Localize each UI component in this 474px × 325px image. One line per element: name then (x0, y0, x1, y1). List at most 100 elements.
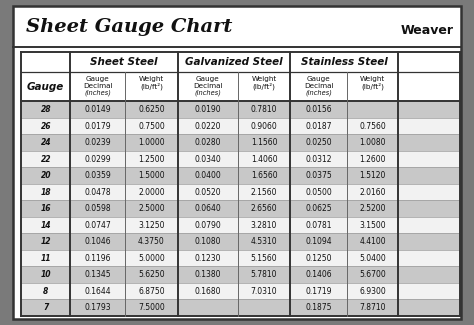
Text: 5.0000: 5.0000 (138, 254, 165, 263)
Text: 0.0220: 0.0220 (195, 122, 221, 131)
Text: 1.1560: 1.1560 (251, 138, 277, 147)
Text: (lb/ft²): (lb/ft²) (361, 83, 384, 90)
Text: 0.1875: 0.1875 (305, 303, 332, 312)
Text: 7.5000: 7.5000 (138, 303, 165, 312)
Bar (21, 266, 460, 283)
Bar (21, 101, 460, 118)
Text: 2.0000: 2.0000 (138, 188, 165, 197)
Text: 0.0156: 0.0156 (305, 105, 332, 114)
Text: 0.0500: 0.0500 (305, 188, 332, 197)
Bar (21, 52, 460, 101)
Text: (inches): (inches) (194, 90, 221, 96)
Text: 0.0340: 0.0340 (194, 155, 221, 164)
Text: 7.0310: 7.0310 (251, 287, 277, 296)
Text: 0.0179: 0.0179 (84, 122, 111, 131)
Text: 4.3750: 4.3750 (138, 237, 165, 246)
Text: 0.0187: 0.0187 (305, 122, 332, 131)
Bar (21, 217, 460, 233)
Text: (lb/ft²): (lb/ft²) (253, 83, 275, 90)
Text: (inches): (inches) (305, 90, 332, 96)
Text: 0.6250: 0.6250 (138, 105, 165, 114)
Text: 14: 14 (40, 221, 51, 230)
Text: 0.0400: 0.0400 (194, 171, 221, 180)
Text: Sheet Steel: Sheet Steel (90, 57, 158, 67)
Text: 0.1719: 0.1719 (305, 287, 332, 296)
Text: 0.1406: 0.1406 (305, 270, 332, 279)
Text: Weaver: Weaver (401, 24, 454, 37)
Text: 0.0149: 0.0149 (84, 105, 111, 114)
Text: (inches): (inches) (84, 90, 111, 96)
Text: 0.1080: 0.1080 (195, 237, 221, 246)
Text: 1.2600: 1.2600 (359, 155, 386, 164)
Text: 10: 10 (40, 270, 51, 279)
Text: 2.6560: 2.6560 (251, 204, 277, 213)
Bar (21, 201, 460, 217)
Text: 0.0747: 0.0747 (84, 221, 111, 230)
Text: 2.0160: 2.0160 (359, 188, 386, 197)
Text: Gauge: Gauge (307, 76, 330, 82)
Text: Weight: Weight (251, 76, 277, 82)
Text: Gauge: Gauge (86, 76, 109, 82)
Text: 0.1094: 0.1094 (305, 237, 332, 246)
Text: 0.0375: 0.0375 (305, 171, 332, 180)
Text: Stainless Steel: Stainless Steel (301, 57, 388, 67)
Text: 0.0359: 0.0359 (84, 171, 111, 180)
Text: 6.8750: 6.8750 (138, 287, 165, 296)
Text: 7.8710: 7.8710 (359, 303, 386, 312)
Text: Weight: Weight (360, 76, 385, 82)
Text: 0.0625: 0.0625 (305, 204, 332, 213)
Text: 8: 8 (43, 287, 48, 296)
Text: 3.1250: 3.1250 (138, 221, 164, 230)
Text: 28: 28 (40, 105, 51, 114)
Text: 0.1345: 0.1345 (84, 270, 111, 279)
Text: 18: 18 (40, 188, 51, 197)
Text: 0.0312: 0.0312 (305, 155, 332, 164)
Bar (21, 250, 460, 266)
Text: 0.7560: 0.7560 (359, 122, 386, 131)
Bar (21, 299, 460, 316)
Text: 2.5000: 2.5000 (138, 204, 165, 213)
Text: Decimal: Decimal (193, 83, 223, 89)
Text: Gauge: Gauge (196, 76, 220, 82)
Text: 1.0000: 1.0000 (138, 138, 165, 147)
Text: 5.1560: 5.1560 (251, 254, 277, 263)
Text: 2.1560: 2.1560 (251, 188, 277, 197)
Text: 0.1793: 0.1793 (84, 303, 111, 312)
Text: 5.7810: 5.7810 (251, 270, 277, 279)
Text: 1.5000: 1.5000 (138, 171, 165, 180)
Text: 0.1046: 0.1046 (84, 237, 111, 246)
Text: 24: 24 (40, 138, 51, 147)
Text: 2.5200: 2.5200 (359, 204, 386, 213)
Text: 6.9300: 6.9300 (359, 287, 386, 296)
Text: 1.4060: 1.4060 (251, 155, 277, 164)
Bar (21, 184, 460, 201)
Text: 5.6250: 5.6250 (138, 270, 165, 279)
Text: 11: 11 (40, 254, 51, 263)
Text: Weight: Weight (139, 76, 164, 82)
Text: 0.0640: 0.0640 (194, 204, 221, 213)
Text: 0.0520: 0.0520 (194, 188, 221, 197)
Text: 3.1500: 3.1500 (359, 221, 386, 230)
Bar (21, 118, 460, 135)
Text: Decimal: Decimal (304, 83, 333, 89)
Text: 0.7810: 0.7810 (251, 105, 277, 114)
Text: Gauge: Gauge (27, 82, 64, 92)
Text: 1.5120: 1.5120 (359, 171, 386, 180)
Bar (21, 233, 460, 250)
Text: 26: 26 (40, 122, 51, 131)
Text: 16: 16 (40, 204, 51, 213)
Text: 0.1230: 0.1230 (195, 254, 221, 263)
Text: 0.1680: 0.1680 (195, 287, 221, 296)
Text: 0.0280: 0.0280 (195, 138, 221, 147)
Text: 4.4100: 4.4100 (359, 237, 386, 246)
Text: 22: 22 (40, 155, 51, 164)
Text: 0.1380: 0.1380 (195, 270, 221, 279)
Text: 1.2500: 1.2500 (138, 155, 164, 164)
Text: 0.1644: 0.1644 (84, 287, 111, 296)
Text: Galvanized Steel: Galvanized Steel (185, 57, 283, 67)
Text: 1.0080: 1.0080 (359, 138, 386, 147)
Text: 3.2810: 3.2810 (251, 221, 277, 230)
Text: 0.0239: 0.0239 (84, 138, 111, 147)
Text: 0.0598: 0.0598 (84, 204, 111, 213)
Text: 0.7500: 0.7500 (138, 122, 165, 131)
